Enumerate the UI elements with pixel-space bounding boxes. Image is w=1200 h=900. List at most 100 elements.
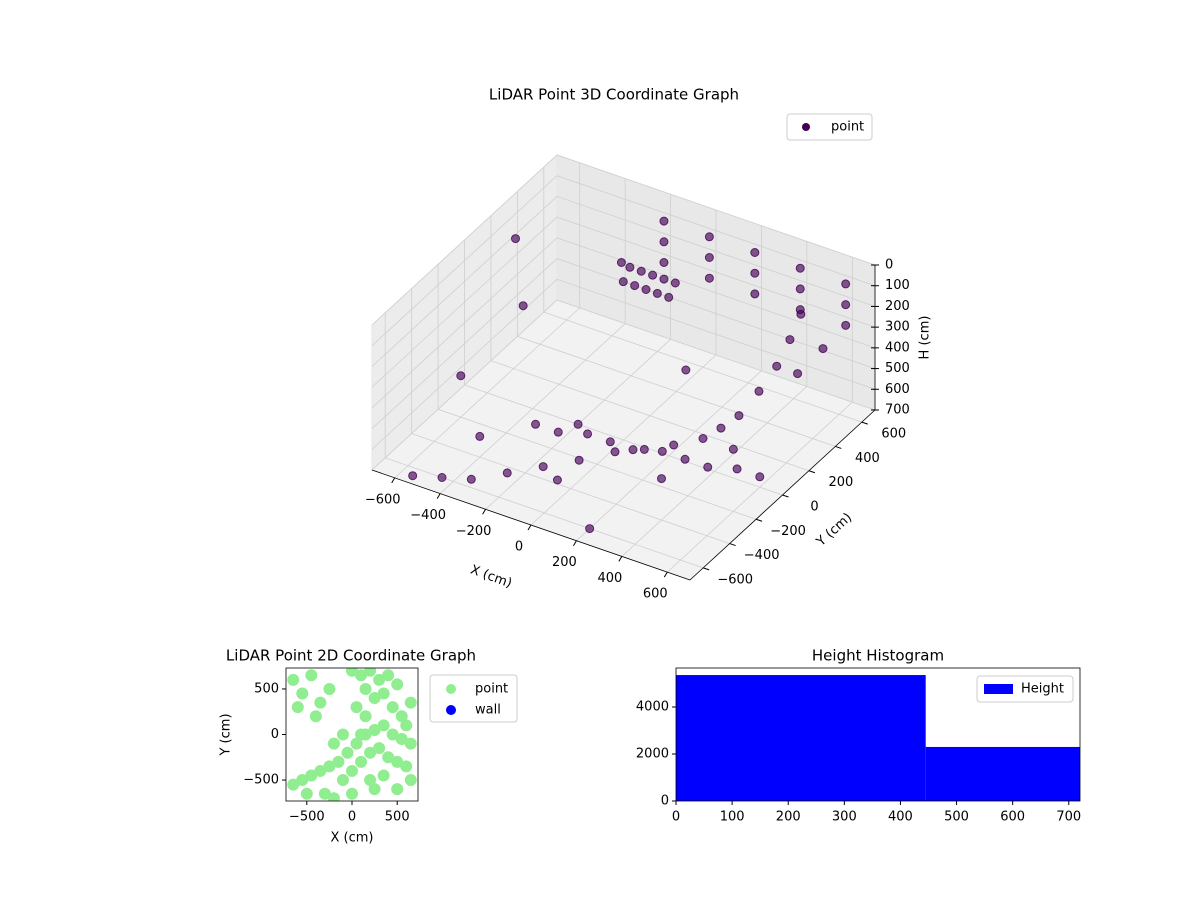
point — [657, 474, 666, 484]
point — [404, 696, 417, 709]
z-tick-label: 200 — [885, 299, 910, 314]
point — [355, 728, 368, 741]
point — [664, 292, 674, 302]
point — [391, 755, 404, 768]
point — [377, 719, 390, 732]
point — [750, 248, 760, 257]
point — [552, 475, 562, 485]
tick-mark — [835, 445, 842, 449]
point — [400, 760, 413, 773]
point — [296, 687, 309, 700]
x-tick-label: 100 — [720, 810, 745, 825]
point — [750, 268, 760, 278]
point — [573, 419, 583, 429]
x-tick-label: 300 — [832, 810, 857, 825]
tick-mark — [808, 470, 816, 474]
grid-line — [371, 175, 876, 347]
point — [716, 423, 726, 433]
tick-mark — [572, 540, 577, 546]
chart-title: LiDAR Point 2D Coordinate Graph — [226, 647, 476, 665]
x-tick-label: −500 — [289, 810, 325, 825]
point — [287, 673, 300, 686]
y-tick-label: 500 — [254, 681, 279, 696]
point — [795, 263, 805, 273]
x-tick-label: 0 — [348, 810, 356, 825]
legend-box — [786, 113, 873, 141]
y-tick-label: −500 — [243, 773, 279, 788]
x-tick-label: 0 — [672, 810, 680, 825]
x-tick-label: −200 — [456, 524, 492, 539]
point — [841, 320, 851, 330]
point — [291, 701, 304, 714]
legend-marker — [446, 684, 456, 694]
tick-mark — [618, 556, 623, 562]
grid-line — [371, 278, 876, 450]
point — [386, 728, 399, 741]
legend-marker — [802, 123, 810, 131]
point — [368, 723, 381, 736]
point — [305, 669, 318, 682]
point — [346, 787, 358, 800]
y-tick-label: 0 — [810, 500, 818, 515]
point — [364, 774, 377, 787]
point — [287, 778, 300, 791]
x-tick-label: 500 — [944, 810, 969, 825]
point — [475, 431, 485, 441]
y-tick-label: −200 — [770, 524, 806, 539]
point — [404, 737, 417, 750]
point — [327, 792, 340, 801]
tick-mark — [782, 494, 789, 498]
z-tick-label: 300 — [885, 320, 910, 335]
point — [359, 682, 372, 695]
x-tick-label: 600 — [1000, 810, 1025, 825]
point — [373, 673, 386, 686]
point — [628, 445, 638, 455]
y-tick-label: 2000 — [636, 747, 669, 762]
point — [359, 710, 372, 723]
point — [382, 669, 395, 682]
point — [314, 696, 327, 709]
point — [704, 253, 714, 262]
point — [754, 386, 764, 396]
point — [641, 285, 651, 294]
legend-label: point — [831, 120, 864, 135]
point — [616, 258, 626, 267]
point — [652, 288, 662, 298]
point — [639, 444, 649, 454]
legend-marker — [446, 705, 456, 715]
x-tick-label: 600 — [643, 587, 668, 602]
point — [605, 437, 615, 447]
point — [703, 462, 713, 472]
point — [309, 710, 322, 723]
point — [502, 468, 512, 478]
point — [400, 719, 413, 732]
point — [630, 281, 640, 291]
y-tick-label: 600 — [881, 427, 906, 442]
point — [341, 746, 354, 759]
y-tick-label: 4000 — [636, 700, 669, 715]
point — [574, 455, 584, 465]
point — [772, 361, 782, 371]
z-tick-label: 600 — [885, 382, 910, 397]
point — [336, 774, 349, 787]
x-tick-label: 700 — [1056, 810, 1081, 825]
tick-mark — [391, 477, 396, 484]
point — [355, 755, 368, 768]
point — [657, 446, 667, 456]
point — [734, 411, 744, 421]
point — [305, 769, 318, 782]
point — [456, 371, 466, 381]
point — [466, 474, 476, 484]
legend-box — [976, 675, 1074, 703]
x-tick-label: −600 — [365, 492, 401, 507]
point — [793, 369, 803, 379]
point — [395, 733, 408, 746]
y-tick-label: 400 — [855, 451, 880, 466]
point — [437, 473, 447, 482]
tick-mark — [482, 509, 487, 515]
point — [610, 447, 620, 457]
point — [841, 279, 851, 289]
y-tick-label: −400 — [744, 548, 780, 563]
point — [300, 787, 313, 800]
